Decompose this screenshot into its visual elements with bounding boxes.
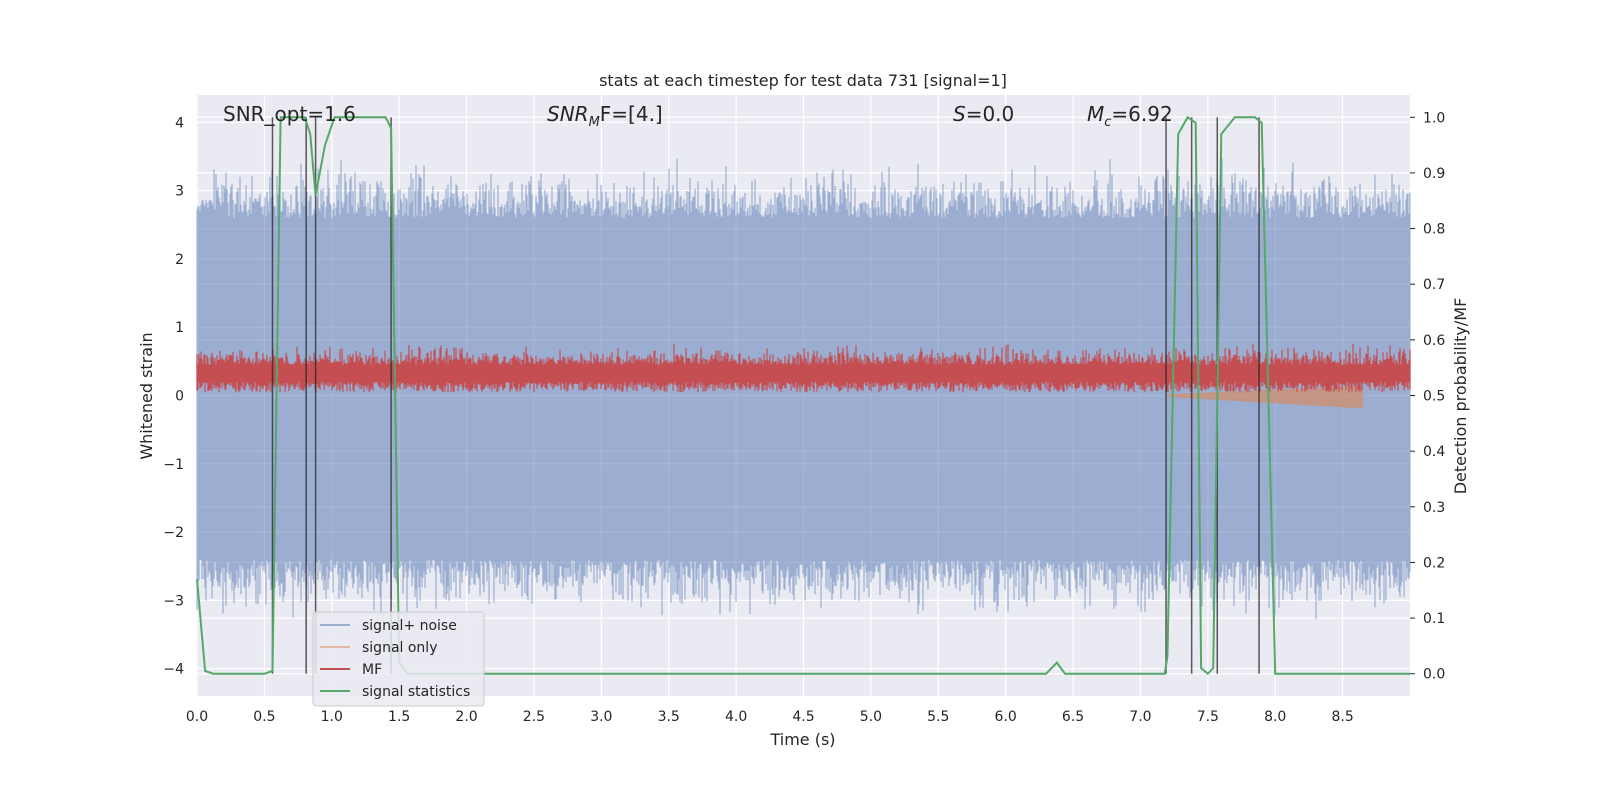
y-left-tick-label: 1	[175, 320, 184, 336]
x-tick-label: 2.0	[455, 709, 477, 725]
y-right-tick-label: 0.6	[1423, 333, 1445, 349]
x-tick-label: 0.0	[186, 709, 208, 725]
x-tick-label: 4.5	[792, 709, 814, 725]
x-tick-label: 2.5	[523, 709, 545, 725]
x-tick-label: 8.0	[1264, 709, 1286, 725]
x-tick-label: 3.5	[658, 709, 680, 725]
signal-statistics-line	[196, 115, 1410, 676]
y-left-tick-label: −2	[163, 525, 184, 541]
series-signal-only	[1166, 386, 1364, 409]
y-right-tick-label: 0.7	[1423, 277, 1445, 293]
x-tick-label: 6.0	[995, 709, 1017, 725]
y-right-tick-label: 0.3	[1423, 500, 1445, 516]
legend-label-signal-only: signal only	[362, 640, 437, 656]
x-tick-label: 4.0	[725, 709, 747, 725]
y-right-tick-label: 0.9	[1423, 166, 1445, 182]
y-right-tick-label: 0.8	[1423, 222, 1445, 238]
chart-title: stats at each timestep for test data 731…	[599, 71, 1007, 90]
series-signal-statistics	[196, 115, 1410, 676]
x-tick-label: 7.5	[1197, 709, 1219, 725]
x-tick-label: 7.0	[1129, 709, 1151, 725]
y-left-tick-label: 2	[175, 252, 184, 268]
x-tick-label: 0.5	[253, 709, 275, 725]
annotation-s: S=0.0	[953, 102, 1014, 126]
x-tick-label: 6.5	[1062, 709, 1084, 725]
y-left-tick-label: 4	[175, 115, 184, 131]
y-right-tick-labels: 0.0 0.1 0.2 0.3 0.4 0.5 0.6 0.7 0.8 0.9 1.0	[1410, 110, 1445, 683]
x-tick-labels: 0.0 0.5 1.0 1.5 2.0 2.5 3.0 3.5 4.0 4.5 5.0 5.5 6.0 6…	[186, 709, 1354, 725]
series-mf	[196, 343, 1411, 393]
y-left-tick-label: −3	[163, 593, 184, 609]
annotation-snr-mf: SNRMF=[4.]	[547, 102, 663, 130]
legend-label-signal-noise: signal+ noise	[362, 618, 457, 634]
x-tick-label: 5.0	[860, 709, 882, 725]
y-left-tick-labels: −4 −3 −2 −1 0 1 2 3 4	[163, 115, 184, 677]
legend-label-signal-statistics: signal statistics	[362, 684, 470, 700]
x-tick-label: 1.0	[321, 709, 343, 725]
y-right-tick-label: 0.1	[1423, 611, 1445, 627]
x-tick-label: 3.0	[590, 709, 612, 725]
legend-label-mf: MF	[362, 662, 382, 678]
y-left-tick-label: −4	[163, 662, 184, 678]
y-right-tick-label: 0.4	[1423, 444, 1445, 460]
legend-box	[312, 611, 485, 707]
x-tick-label: 8.5	[1331, 709, 1353, 725]
y-right-axis-label: Detection probability/MF	[1451, 298, 1470, 495]
y-right-tick-label: 0.2	[1423, 555, 1445, 571]
y-left-tick-label: 3	[175, 184, 184, 200]
y-right-tick-label: 0.5	[1423, 389, 1445, 405]
y-left-tick-label: 0	[175, 389, 184, 405]
mf-trace	[196, 343, 1411, 393]
annotation-mc: Mc=6.92	[1087, 102, 1173, 130]
signal-only-trace	[1166, 386, 1364, 409]
x-tick-label: 5.5	[927, 709, 949, 725]
annotation-snr-opt: SNR_opt=1.6	[223, 102, 356, 126]
y-right-tick-label: 1.0	[1423, 110, 1445, 126]
y-left-axis-label: Whitened strain	[137, 332, 156, 459]
legend: signal+ noise signal only MF signal stat…	[312, 611, 485, 707]
y-left-tick-label: −1	[163, 457, 184, 473]
y-right-tick-label: 0.0	[1423, 667, 1445, 683]
x-tick-label: 1.5	[388, 709, 410, 725]
x-axis-label: Time (s)	[769, 730, 835, 749]
